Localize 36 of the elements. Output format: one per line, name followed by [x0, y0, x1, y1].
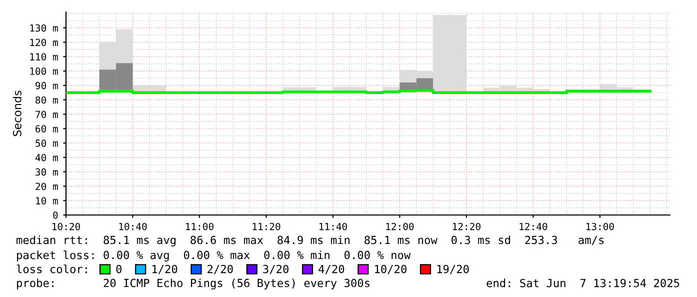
x-tick-label: 10:20 — [52, 222, 80, 230]
x-tick-label: 12:00 — [386, 222, 414, 230]
y-tick-label: 120 m — [30, 38, 58, 46]
x-tick-label: 10:40 — [119, 222, 147, 230]
y-tick-label: 10 m — [36, 197, 58, 204]
y-tick-label: 60 m — [36, 125, 58, 132]
legend-label: 4/20 — [318, 264, 344, 274]
y-tick-label: 50 m — [36, 140, 58, 147]
legend-label: 0 — [116, 264, 122, 274]
y-tick-label: 90 m — [36, 82, 58, 90]
text: end: Sat Jun 7 13:19:54 2025 — [486, 278, 680, 288]
y-tick-label: 100 m — [30, 68, 58, 75]
x-tick-label: 11:40 — [319, 222, 347, 230]
y-tick-label: 130 m — [30, 24, 58, 32]
text: packet loss: 0.00 % avg 0.00 % max 0.00 % min 0.00 % now — [17, 250, 411, 262]
y-tick-label: 0 — [53, 212, 58, 219]
legend-label: 3/20 — [263, 264, 288, 274]
y-tick-label: 110 m — [30, 53, 58, 60]
x-tick-label: 12:20 — [452, 222, 480, 230]
y-tick-label: 40 m — [35, 154, 58, 162]
legend-label: 2/20 — [208, 264, 233, 274]
legend-label: 10/20 — [375, 264, 406, 274]
text: probe: 20 ICMP Echo Pings (56 Bytes) every 300s — [17, 278, 370, 290]
y-tick-label: 20 m — [36, 182, 58, 190]
x-tick-label: 12:40 — [520, 222, 548, 230]
y-tick-label: 80 m — [36, 96, 58, 104]
legend-label: 19/20 — [437, 264, 469, 274]
legend-title: loss color: — [16, 264, 87, 274]
x-tick-label: 13:00 — [586, 222, 614, 230]
x-tick-label: 11:20 — [252, 222, 280, 230]
y-tick-label: 70 m — [36, 110, 58, 118]
y-tick-label: 30 m — [36, 168, 58, 176]
text: median rtt: 85.1 ms avg 86.6 ms max 84.9 ms min 85.1 ms now 0.3 ms sd 253.3 am/s — [16, 236, 604, 246]
legend-label: 1/20 — [152, 264, 178, 274]
x-tick-label: 11:00 — [186, 222, 214, 230]
y-axis-title: Seconds — [12, 90, 22, 136]
